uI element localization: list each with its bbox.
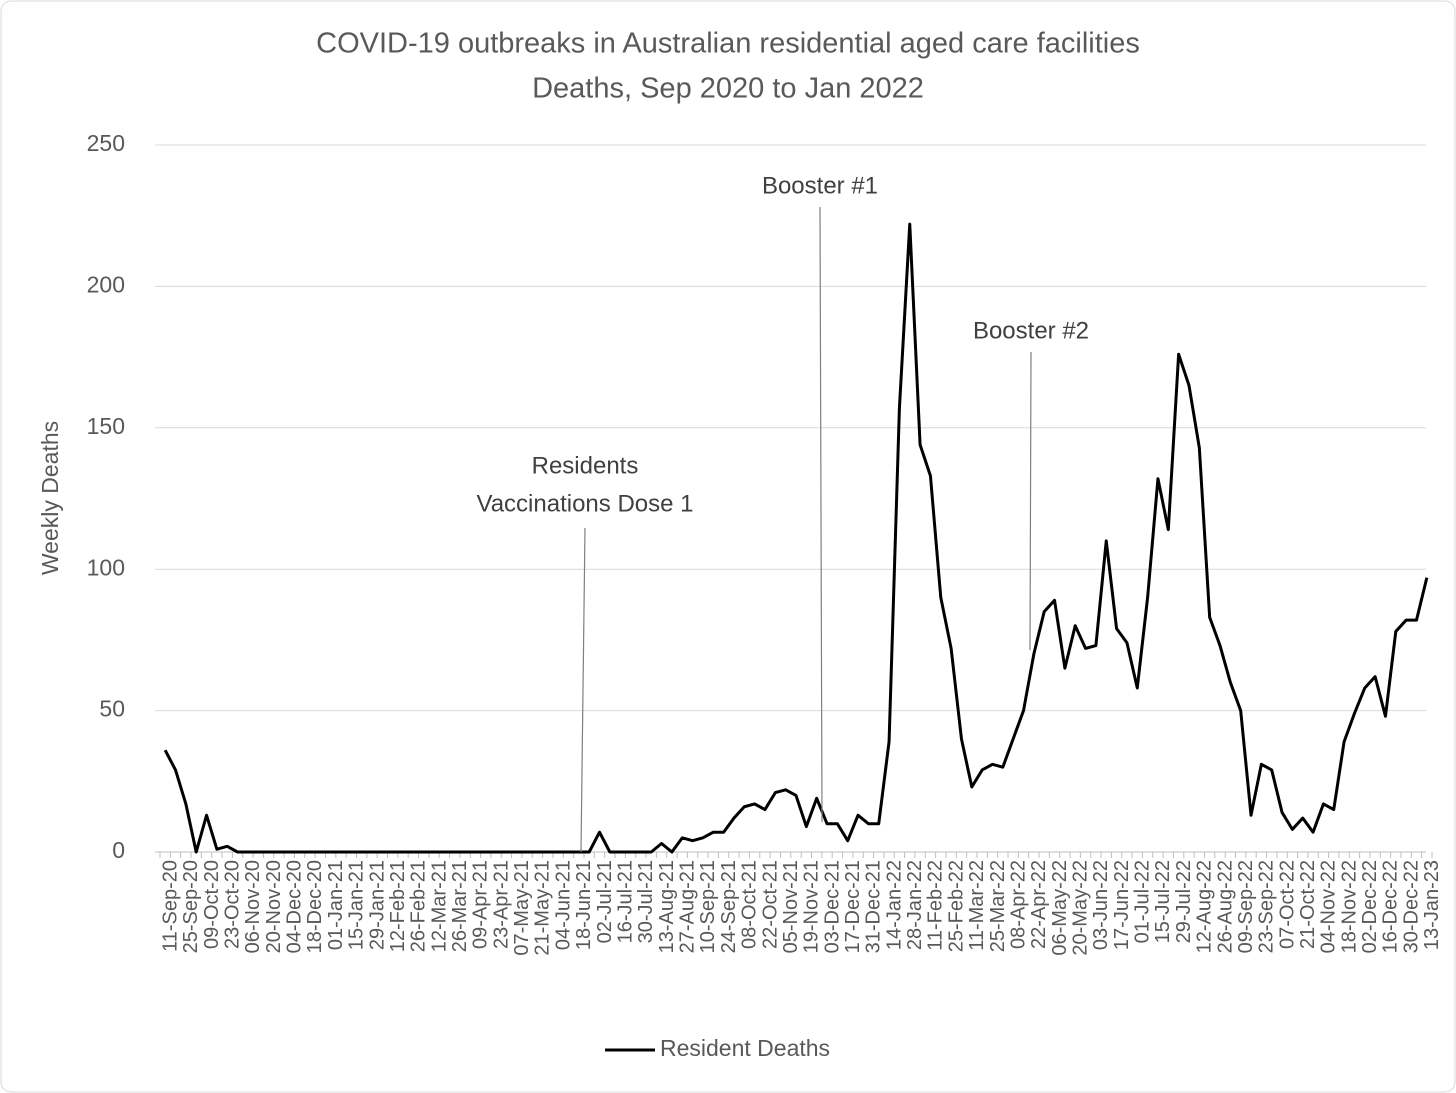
x-tick-label: 25-Mar-22 <box>987 860 1009 952</box>
x-tick-label: 07-Oct-22 <box>1276 860 1298 949</box>
x-tick-label: 30-Dec-22 <box>1400 860 1422 953</box>
x-tick-label: 21-Oct-22 <box>1297 860 1319 949</box>
y-tick-label: 150 <box>87 413 125 439</box>
x-tick-label: 13-Aug-21 <box>656 860 678 953</box>
x-tick-label: 11-Mar-22 <box>966 860 988 951</box>
annotation-text: Vaccinations Dose 1 <box>476 490 693 517</box>
annotation-text: Booster #1 <box>762 172 878 199</box>
x-tick-label: 15-Jul-22 <box>1152 860 1174 943</box>
x-tick-label: 08-Apr-22 <box>1007 860 1029 949</box>
x-tick-label: 12-Aug-22 <box>1194 860 1216 953</box>
x-tick-label: 22-Oct-21 <box>759 860 781 949</box>
x-tick-label: 26-Aug-22 <box>1214 860 1236 953</box>
x-tick-label: 10-Sep-21 <box>697 860 719 953</box>
x-tick-label: 28-Jan-22 <box>904 860 926 950</box>
x-tick-label: 16-Dec-22 <box>1380 860 1402 953</box>
y-tick-label: 250 <box>87 130 125 156</box>
x-tick-label: 09-Apr-21 <box>470 860 492 949</box>
x-tick-label: 17-Jun-22 <box>1111 860 1133 950</box>
x-tick-label: 25-Sep-20 <box>180 860 202 953</box>
x-tick-label: 17-Dec-21 <box>842 860 864 953</box>
x-tick-label: 13-Jan-23 <box>1421 860 1443 950</box>
x-tick-label: 01-Jul-22 <box>1132 860 1154 943</box>
x-tick-label: 02-Jul-21 <box>594 860 616 943</box>
x-tick-label: 08-Oct-21 <box>739 860 761 949</box>
annotation-text: Booster #2 <box>973 317 1089 344</box>
x-tick-label: 20-Nov-20 <box>263 860 285 953</box>
y-axis-label: Weekly Deaths <box>37 421 63 575</box>
x-tick-label: 29-Jul-22 <box>1173 860 1195 943</box>
y-tick-label: 200 <box>87 271 125 297</box>
data-line <box>163 222 1429 854</box>
x-tick-label: 03-Jun-22 <box>1090 860 1112 950</box>
annotation-text: Residents <box>532 452 639 479</box>
x-tick-label: 21-May-21 <box>532 860 554 956</box>
annotation-line <box>1029 351 1032 651</box>
x-tick-label: 09-Oct-20 <box>201 860 223 949</box>
x-tick-label: 23-Oct-20 <box>222 860 244 949</box>
x-tick-label: 26-Mar-21 <box>449 860 471 952</box>
x-tick-label: 15-Jan-21 <box>346 860 368 950</box>
x-tick-label: 18-Dec-20 <box>304 860 326 953</box>
x-tick-label: 27-Aug-21 <box>677 860 699 953</box>
x-tick-label: 12-Feb-21 <box>387 860 409 952</box>
x-tick-label: 20-May-22 <box>1070 860 1092 956</box>
legend-label: Resident Deaths <box>660 1035 830 1061</box>
x-tick-label: 05-Nov-21 <box>780 860 802 953</box>
x-tick-label: 06-Nov-20 <box>242 860 264 953</box>
x-tick-label: 31-Dec-21 <box>863 860 885 953</box>
y-tick-label: 100 <box>87 554 125 580</box>
x-tick-label: 07-May-21 <box>511 860 533 956</box>
x-tick-label: 19-Nov-21 <box>801 860 823 953</box>
x-tick-label: 11-Feb-22 <box>925 860 947 951</box>
x-tick-label: 23-Apr-21 <box>490 860 512 949</box>
x-tick-label: 11-Sep-20 <box>159 860 181 952</box>
x-tick-label: 04-Jun-21 <box>552 860 574 950</box>
x-tick-label: 25-Feb-22 <box>945 860 967 952</box>
x-tick-label: 24-Sep-21 <box>718 860 740 953</box>
x-tick-label: 23-Sep-22 <box>1256 860 1278 953</box>
x-tick-label: 26-Feb-21 <box>408 860 430 952</box>
x-tick-label: 01-Jan-21 <box>325 860 347 950</box>
x-tick-label: 29-Jan-21 <box>366 860 388 950</box>
x-tick-label: 22-Apr-22 <box>1028 860 1050 949</box>
x-tick-label: 04-Nov-22 <box>1318 860 1340 953</box>
x-tick-label: 30-Jul-21 <box>635 860 657 943</box>
chart-subtitle: Deaths, Sep 2020 to Jan 2022 <box>532 73 924 105</box>
y-tick-label: 0 <box>112 837 125 863</box>
x-tick-label: 16-Jul-21 <box>614 860 636 943</box>
x-tick-label: 02-Dec-22 <box>1359 860 1381 953</box>
x-tick-label: 14-Jan-22 <box>883 860 905 950</box>
x-tick-label: 09-Sep-22 <box>1235 860 1257 953</box>
chart-title: COVID-19 outbreaks in Australian residen… <box>316 28 1140 60</box>
x-tick-label: 03-Dec-21 <box>821 860 843 953</box>
annotation-line <box>580 527 586 853</box>
x-tick-label: 06-May-22 <box>1049 860 1071 956</box>
annotation-line <box>819 206 823 823</box>
x-tick-label: 18-Jun-21 <box>573 860 595 950</box>
y-tick-label: 50 <box>99 696 125 722</box>
x-tick-label: 04-Dec-20 <box>284 860 306 953</box>
x-tick-label: 18-Nov-22 <box>1338 860 1360 953</box>
x-tick-label: 12-Mar-21 <box>428 860 450 952</box>
